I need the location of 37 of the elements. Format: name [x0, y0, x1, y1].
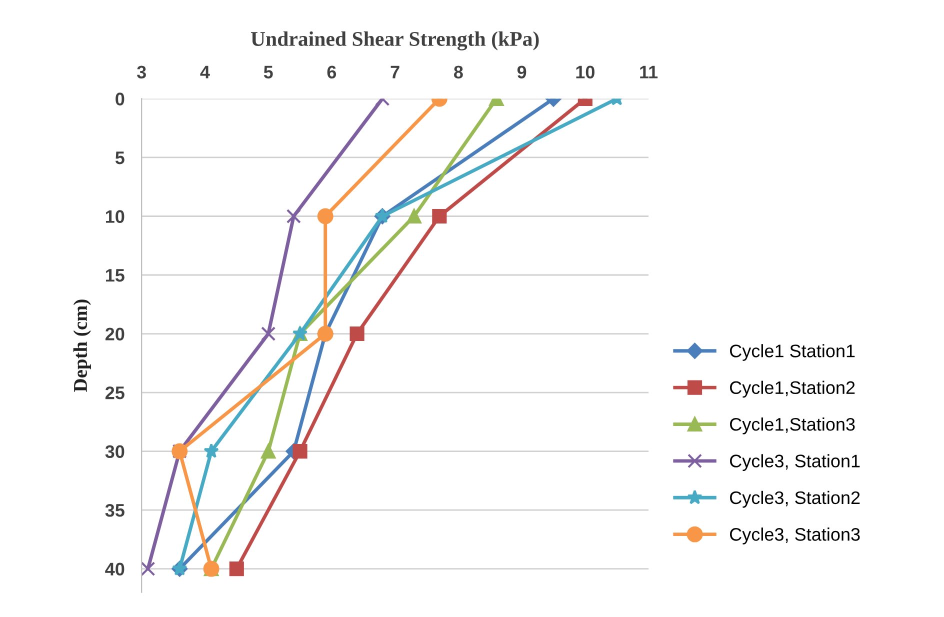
point — [317, 208, 334, 224]
x-tick-label: 9 — [517, 66, 526, 78]
x-tick-label: 5 — [264, 66, 273, 78]
point — [261, 326, 276, 342]
legend-label: Cycle1,Station2 — [730, 380, 855, 398]
y-tick-label: 20 — [105, 328, 124, 340]
y-tick-label: 15 — [106, 269, 124, 282]
legend-label: Cycle3, Station3 — [730, 528, 860, 544]
point — [142, 562, 156, 576]
x-tick-label: 6 — [327, 66, 336, 78]
y-tick-label: 0 — [116, 92, 124, 106]
y-tick-label: 10 — [106, 210, 124, 223]
y-axis-title: Depth (cm) — [73, 300, 91, 392]
x-tick-label: 11 — [640, 66, 658, 78]
point — [432, 208, 447, 224]
y-tick-label: 30 — [105, 445, 124, 458]
point — [286, 208, 301, 224]
x-tick-label: 3 — [136, 66, 146, 79]
point — [261, 444, 276, 459]
legend-label: Cycle3, Station1 — [730, 454, 860, 471]
y-tick-label: 40 — [105, 562, 124, 576]
point — [350, 326, 364, 342]
x-tick-label: 7 — [390, 66, 400, 78]
x-tick-label: 10 — [576, 66, 594, 78]
x-axis-title: Undrained Shear Strength (kPa) — [250, 31, 539, 50]
y-tick-label: 35 — [105, 504, 124, 517]
point — [229, 562, 244, 576]
y-tick-label: 5 — [115, 152, 124, 164]
legend-label: Cycle1 Station1 — [730, 344, 855, 361]
x-tick-label: 4 — [200, 66, 210, 78]
point — [406, 208, 422, 224]
x-tick-label: 8 — [454, 66, 463, 78]
point — [292, 444, 308, 459]
legend-label: Cycle3, Station2 — [730, 490, 860, 508]
y-tick-label: 25 — [105, 386, 124, 400]
point — [204, 443, 219, 458]
legend-label: Cycle1,Station3 — [730, 417, 855, 434]
